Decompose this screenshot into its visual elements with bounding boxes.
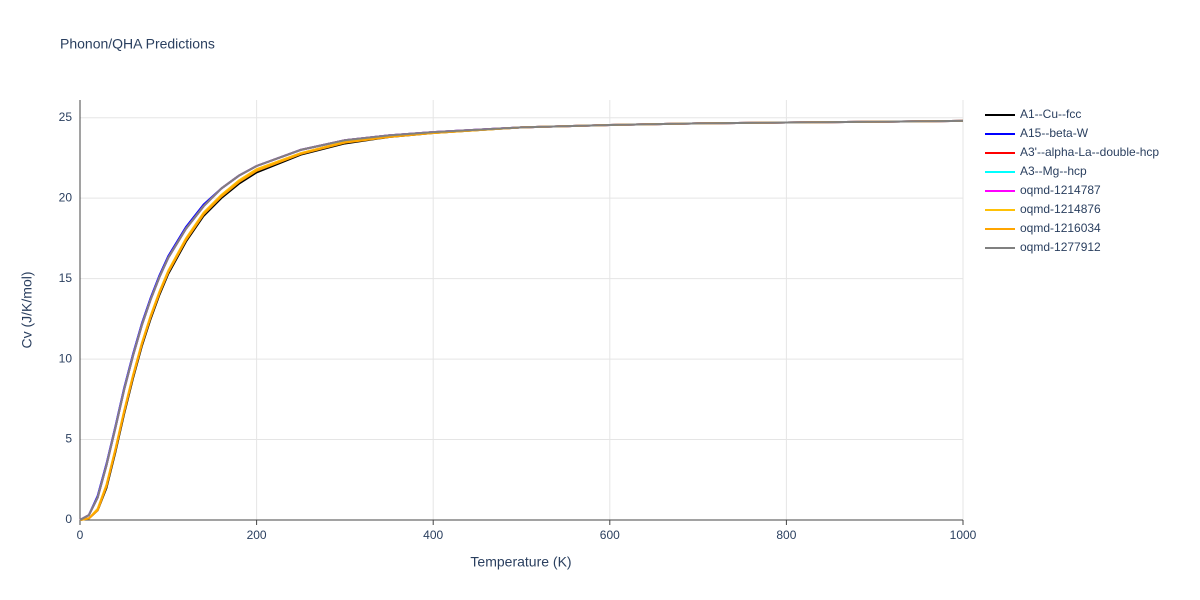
series-line xyxy=(79,119,964,521)
x-axis-title: Temperature (K) xyxy=(470,554,571,570)
x-tick-label: 200 xyxy=(247,528,267,542)
series-line xyxy=(79,119,964,521)
legend-label: A3--Mg--hcp xyxy=(1020,164,1087,178)
legend-label: A3'--alpha-La--double-hcp xyxy=(1020,145,1159,159)
x-tick-label: 600 xyxy=(600,528,620,542)
y-tick-label: 25 xyxy=(59,110,73,124)
y-tick-label: 5 xyxy=(65,432,72,446)
series-line xyxy=(79,119,964,521)
legend-label: oqmd-1214787 xyxy=(1020,183,1101,197)
y-axis-title: Cv (J/K/mol) xyxy=(19,272,35,349)
series-line xyxy=(79,119,964,521)
y-tick-label: 0 xyxy=(65,512,72,526)
y-tick-label: 10 xyxy=(59,351,73,365)
series-line xyxy=(79,119,964,521)
x-tick-label: 1000 xyxy=(950,528,977,542)
legend-label: A1--Cu--fcc xyxy=(1020,107,1081,121)
legend-label: oqmd-1214876 xyxy=(1020,202,1101,216)
series-line xyxy=(79,119,964,521)
x-tick-label: 0 xyxy=(77,528,84,542)
legend-label: oqmd-1277912 xyxy=(1020,240,1101,254)
x-tick-label: 800 xyxy=(776,528,796,542)
y-tick-label: 15 xyxy=(59,271,73,285)
x-tick-label: 400 xyxy=(423,528,443,542)
y-tick-label: 20 xyxy=(59,190,73,204)
chart-title: Phonon/QHA Predictions xyxy=(60,36,215,52)
legend-label: A15--beta-W xyxy=(1020,126,1089,140)
legend-label: oqmd-1216034 xyxy=(1020,221,1101,235)
series-line xyxy=(79,119,964,521)
series-line xyxy=(79,119,964,521)
